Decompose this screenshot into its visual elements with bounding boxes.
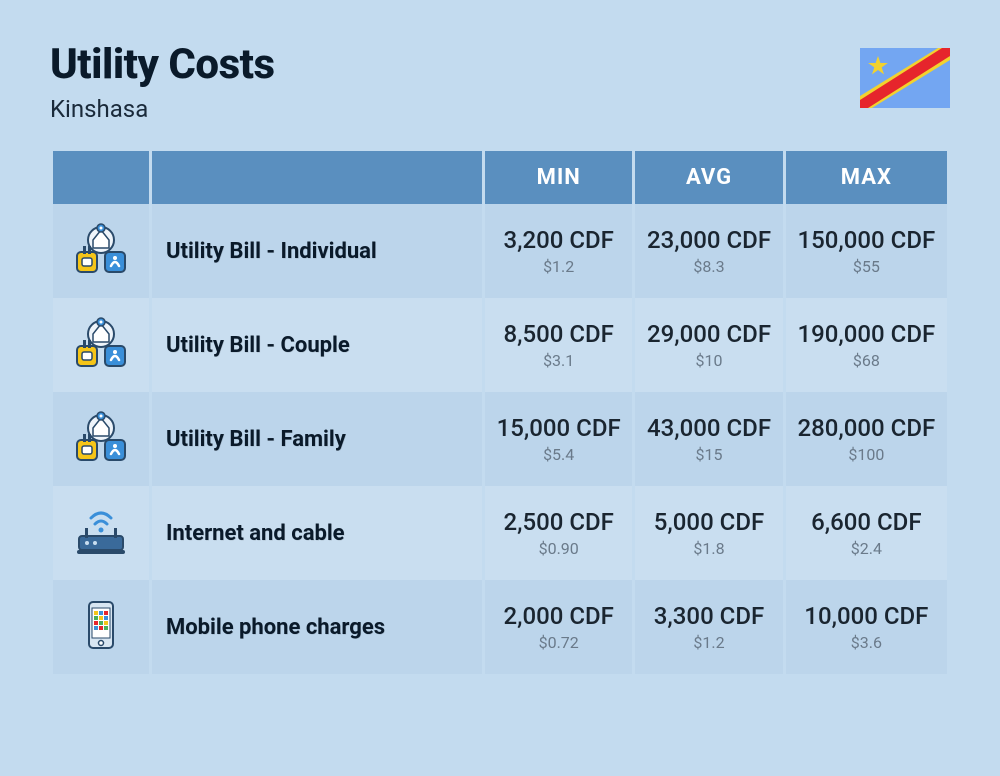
avg-secondary: $10	[645, 351, 772, 370]
min-primary: 2,000 CDF	[495, 602, 622, 631]
max-secondary: $68	[796, 351, 937, 370]
row-min: 2,500 CDF $0.90	[485, 486, 632, 580]
row-max: 6,600 CDF $2.4	[786, 486, 947, 580]
min-primary: 2,500 CDF	[495, 508, 622, 537]
col-header-max: MAX	[786, 151, 947, 204]
row-min: 15,000 CDF $5.4	[485, 392, 632, 486]
row-avg: 23,000 CDF $8.3	[635, 204, 782, 298]
col-header-avg: AVG	[635, 151, 782, 204]
min-primary: 3,200 CDF	[495, 226, 622, 255]
avg-primary: 43,000 CDF	[645, 414, 772, 443]
utility-icon	[71, 222, 131, 276]
max-secondary: $55	[796, 257, 937, 276]
max-primary: 10,000 CDF	[796, 602, 937, 631]
row-icon-cell	[53, 486, 149, 580]
max-secondary: $2.4	[796, 539, 937, 558]
avg-primary: 29,000 CDF	[645, 320, 772, 349]
row-label: Mobile phone charges	[152, 580, 482, 674]
row-label: Internet and cable	[152, 486, 482, 580]
min-secondary: $5.4	[495, 445, 622, 464]
page-header: Utility Costs Kinshasa	[50, 40, 950, 123]
avg-secondary: $1.2	[645, 633, 772, 652]
col-header-label	[152, 151, 482, 204]
router-icon	[71, 504, 131, 558]
row-label: Utility Bill - Individual	[152, 204, 482, 298]
min-secondary: $0.72	[495, 633, 622, 652]
utility-icon	[71, 316, 131, 370]
row-label: Utility Bill - Couple	[152, 298, 482, 392]
avg-secondary: $15	[645, 445, 772, 464]
avg-primary: 23,000 CDF	[645, 226, 772, 255]
avg-primary: 5,000 CDF	[645, 508, 772, 537]
min-primary: 15,000 CDF	[495, 414, 622, 443]
min-secondary: $1.2	[495, 257, 622, 276]
row-avg: 29,000 CDF $10	[635, 298, 782, 392]
min-secondary: $3.1	[495, 351, 622, 370]
row-min: 8,500 CDF $3.1	[485, 298, 632, 392]
row-avg: 5,000 CDF $1.8	[635, 486, 782, 580]
max-primary: 280,000 CDF	[796, 414, 937, 443]
row-avg: 3,300 CDF $1.2	[635, 580, 782, 674]
table-row: Utility Bill - Couple 8,500 CDF $3.1 29,…	[53, 298, 947, 392]
avg-secondary: $1.8	[645, 539, 772, 558]
utility-icon	[71, 410, 131, 464]
avg-primary: 3,300 CDF	[645, 602, 772, 631]
row-min: 3,200 CDF $1.2	[485, 204, 632, 298]
page-title: Utility Costs	[50, 40, 275, 89]
drc-flag-icon	[860, 48, 950, 108]
table-row: Utility Bill - Family 15,000 CDF $5.4 43…	[53, 392, 947, 486]
table-row: Internet and cable 2,500 CDF $0.90 5,000…	[53, 486, 947, 580]
col-header-min: MIN	[485, 151, 632, 204]
row-max: 10,000 CDF $3.6	[786, 580, 947, 674]
table-row: Mobile phone charges 2,000 CDF $0.72 3,3…	[53, 580, 947, 674]
utility-costs-table: MIN AVG MAX Utility Bill - Individual 3,…	[50, 151, 950, 674]
max-primary: 6,600 CDF	[796, 508, 937, 537]
row-min: 2,000 CDF $0.72	[485, 580, 632, 674]
col-header-icon	[53, 151, 149, 204]
row-max: 150,000 CDF $55	[786, 204, 947, 298]
page-subtitle: Kinshasa	[50, 95, 275, 123]
min-secondary: $0.90	[495, 539, 622, 558]
row-max: 280,000 CDF $100	[786, 392, 947, 486]
min-primary: 8,500 CDF	[495, 320, 622, 349]
table-row: Utility Bill - Individual 3,200 CDF $1.2…	[53, 204, 947, 298]
max-primary: 190,000 CDF	[796, 320, 937, 349]
row-icon-cell	[53, 580, 149, 674]
row-icon-cell	[53, 392, 149, 486]
row-icon-cell	[53, 204, 149, 298]
max-primary: 150,000 CDF	[796, 226, 937, 255]
row-label: Utility Bill - Family	[152, 392, 482, 486]
avg-secondary: $8.3	[645, 257, 772, 276]
row-avg: 43,000 CDF $15	[635, 392, 782, 486]
phone-icon	[71, 598, 131, 652]
row-icon-cell	[53, 298, 149, 392]
max-secondary: $100	[796, 445, 937, 464]
row-max: 190,000 CDF $68	[786, 298, 947, 392]
max-secondary: $3.6	[796, 633, 937, 652]
